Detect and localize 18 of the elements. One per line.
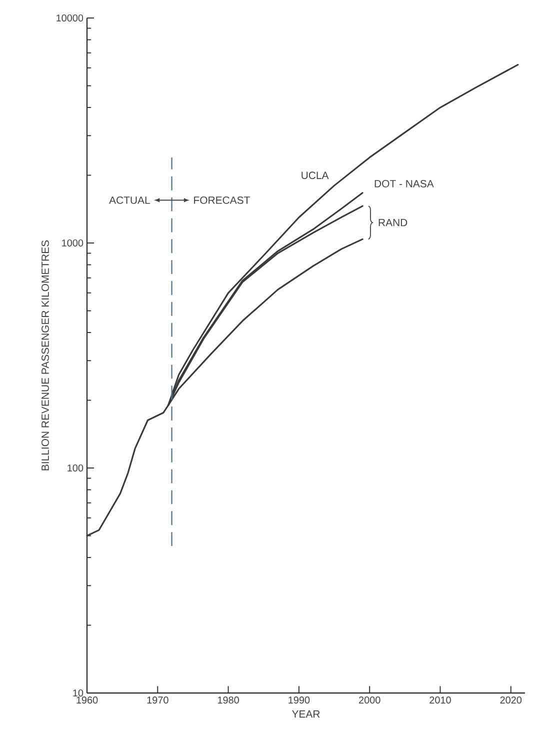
annotation: ACTUAL xyxy=(109,196,150,204)
x-tick-label: 2000 xyxy=(359,696,380,704)
x-tick-label: 2020 xyxy=(500,696,522,704)
series-label: RAND xyxy=(378,219,408,226)
x-tick-label: 2010 xyxy=(430,696,451,704)
y-tick-label: 1000 xyxy=(62,239,84,247)
x-tick-label: 1960 xyxy=(76,696,98,704)
series-label: UCLA xyxy=(302,172,329,180)
y-tick-label: 100 xyxy=(68,464,84,472)
x-tick-label: 1990 xyxy=(288,696,310,704)
series-label: DOT - NASA xyxy=(374,180,434,188)
y-tick-label: 10 xyxy=(73,689,84,697)
x-tick-label: 1970 xyxy=(147,696,168,704)
annotation: FORECAST xyxy=(194,196,250,204)
y-axis-title: BILLION REVENUE PASSENGER KILOMETRES xyxy=(42,240,49,470)
y-tick-label: 10000 xyxy=(56,14,84,22)
x-axis-title: YEAR xyxy=(292,710,320,718)
x-tick-label: 1980 xyxy=(218,696,239,704)
